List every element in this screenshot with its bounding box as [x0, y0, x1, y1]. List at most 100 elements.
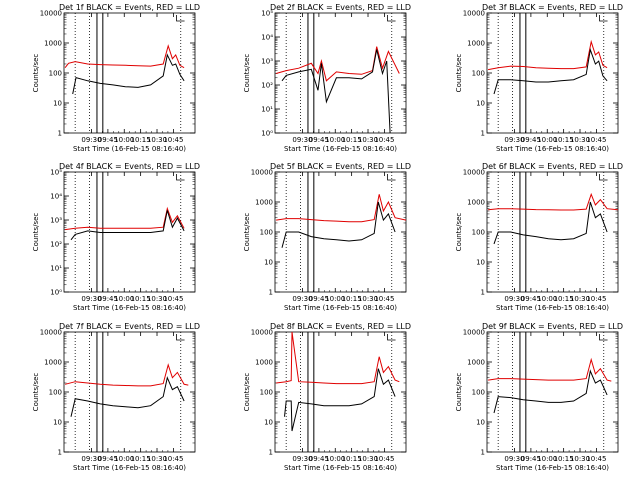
y-tick-label: 10000 [40, 329, 62, 337]
y-axis-label: Counts/sec [32, 373, 40, 412]
x-tick-label: 10:15 [554, 295, 574, 303]
lld-series-line [488, 39, 608, 71]
plot-frame [63, 12, 196, 134]
y-tick-label: 10 [53, 419, 62, 427]
chart-panel-9 [486, 331, 619, 453]
y-tick-label: 1 [481, 130, 485, 138]
chart-title: Det 9f BLACK = Events, RED = LLD [482, 322, 623, 331]
x-axis-label: Start Time (16-Feb-15 08:16:40) [284, 304, 397, 312]
y-axis-label: Counts/sec [243, 54, 251, 93]
y-tick-label: 10⁴ [50, 193, 62, 201]
events-series-line [70, 376, 185, 417]
x-tick-label: 09:30 [504, 455, 524, 463]
y-axis-label: Counts/sec [455, 213, 463, 252]
chart-panel-7 [63, 331, 196, 453]
x-tick-label: 10:30 [147, 136, 167, 144]
lld-series-line [276, 331, 400, 385]
y-tick-label: 10000 [251, 329, 273, 337]
chart-panel-2 [274, 12, 407, 134]
events-series-line [493, 47, 608, 95]
x-tick-label: 09:45 [521, 136, 541, 144]
x-tick-label: 10:15 [342, 136, 362, 144]
chart-panel-8 [274, 331, 407, 453]
y-tick-label: 10 [476, 259, 485, 267]
x-tick-label: 10:00 [114, 455, 134, 463]
x-tick-label: 10:30 [358, 295, 378, 303]
x-tick-label: 10:30 [570, 136, 590, 144]
x-tick-label: 10:00 [537, 295, 557, 303]
y-tick-label: 100 [472, 229, 485, 237]
events-series-line [72, 53, 185, 95]
y-tick-label: 10² [261, 82, 273, 90]
x-tick-label: 10:45 [374, 136, 394, 144]
chart-panel-6 [486, 171, 619, 293]
x-tick-label: 10:45 [163, 455, 183, 463]
x-tick-label: 10:15 [131, 455, 151, 463]
time-bracket-mark [599, 334, 608, 341]
time-bracket-mark [387, 174, 396, 181]
y-tick-label: 1000 [467, 40, 485, 48]
y-tick-label: 100 [260, 229, 273, 237]
y-tick-label: 10000 [463, 169, 485, 177]
chart-title: Det 6f BLACK = Events, RED = LLD [482, 162, 623, 171]
lld-series-line [488, 357, 612, 382]
chart-title: Det 1f BLACK = Events, RED = LLD [59, 3, 200, 12]
x-tick-label: 09:30 [292, 136, 312, 144]
chart-title: Det 2f BLACK = Events, RED = LLD [270, 3, 411, 12]
x-tick-label: 10:30 [358, 455, 378, 463]
x-tick-label: 10:30 [358, 136, 378, 144]
x-tick-label: 10:15 [342, 455, 362, 463]
x-tick-label: 10:45 [586, 136, 606, 144]
y-tick-label: 10 [264, 259, 273, 267]
x-tick-label: 10:00 [537, 136, 557, 144]
y-tick-label: 1 [269, 449, 273, 457]
chart-title: Det 5f BLACK = Events, RED = LLD [270, 162, 411, 171]
chart-title: Det 8f BLACK = Events, RED = LLD [270, 322, 411, 331]
y-tick-label: 10⁵ [261, 10, 273, 18]
lld-series-line [276, 194, 407, 223]
lld-series-line [64, 363, 189, 387]
y-tick-label: 10000 [463, 10, 485, 18]
y-tick-label: 10 [476, 419, 485, 427]
x-tick-label: 10:30 [147, 455, 167, 463]
x-tick-label: 10:15 [342, 295, 362, 303]
y-tick-label: 10000 [40, 10, 62, 18]
x-tick-label: 09:45 [521, 295, 541, 303]
time-bracket-mark [599, 15, 608, 22]
events-series-line [493, 369, 608, 414]
y-tick-label: 10000 [251, 169, 273, 177]
x-tick-label: 09:30 [292, 295, 312, 303]
y-tick-label: 100 [472, 70, 485, 78]
x-tick-label: 10:15 [554, 136, 574, 144]
events-series-line [493, 201, 608, 245]
y-tick-label: 100 [49, 70, 62, 78]
y-tick-label: 100 [49, 389, 62, 397]
x-axis-label: Start Time (16-Feb-15 08:16:40) [496, 304, 609, 312]
x-tick-label: 10:45 [374, 455, 394, 463]
x-tick-label: 10:30 [147, 295, 167, 303]
time-bracket-mark [176, 174, 185, 181]
x-tick-label: 10:15 [131, 136, 151, 144]
time-bracket-mark [387, 15, 396, 22]
y-axis-label: Counts/sec [455, 373, 463, 412]
x-tick-label: 10:30 [570, 295, 590, 303]
x-tick-label: 10:00 [114, 295, 134, 303]
y-tick-label: 100 [260, 389, 273, 397]
y-tick-label: 1 [58, 130, 62, 138]
plot-frame [486, 331, 619, 453]
x-tick-label: 09:30 [504, 136, 524, 144]
x-tick-label: 10:00 [325, 136, 345, 144]
events-series-line [281, 49, 391, 134]
x-tick-label: 09:45 [309, 455, 329, 463]
lld-series-line [488, 192, 619, 211]
y-tick-label: 10 [53, 100, 62, 108]
plot-frame [63, 331, 196, 453]
y-tick-label: 10¹ [50, 265, 62, 273]
x-tick-label: 10:45 [163, 295, 183, 303]
time-bracket-mark [176, 334, 185, 341]
x-tick-label: 10:00 [325, 455, 345, 463]
chart-title: Det 7f BLACK = Events, RED = LLD [59, 322, 200, 331]
y-tick-label: 1 [269, 289, 273, 297]
y-axis-label: Counts/sec [455, 54, 463, 93]
